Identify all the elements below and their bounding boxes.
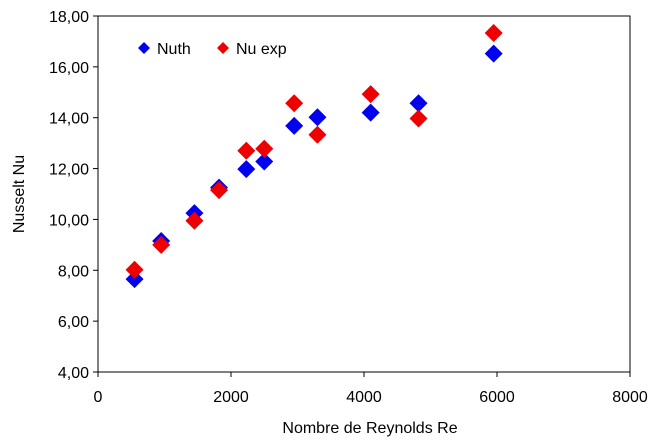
data-point xyxy=(185,211,204,230)
legend-marker xyxy=(217,42,229,54)
data-point xyxy=(237,160,256,179)
data-point xyxy=(484,44,503,63)
y-tick-label: 8,00 xyxy=(58,263,89,280)
x-tick-label: 8000 xyxy=(612,389,648,406)
data-point xyxy=(409,94,428,113)
x-axis-title: Nombre de Reynolds Re xyxy=(282,420,457,437)
legend-marker xyxy=(138,42,150,54)
legend-item: Nu exp xyxy=(217,41,287,58)
data-point xyxy=(285,94,304,113)
y-tick-label: 6,00 xyxy=(58,314,89,331)
x-tick-label: 6000 xyxy=(479,389,515,406)
legend-label: Nuth xyxy=(157,41,191,58)
series-nuth xyxy=(125,44,503,289)
y-tick-label: 12,00 xyxy=(49,162,89,179)
plot-frame xyxy=(97,15,631,373)
data-points xyxy=(125,24,503,289)
y-tick-label: 16,00 xyxy=(49,60,89,77)
y-tick-label: 10,00 xyxy=(49,212,89,229)
x-axis-ticks: 0 2000 4000 6000 8000 xyxy=(94,372,648,406)
x-tick-label: 2000 xyxy=(213,389,249,406)
data-point xyxy=(361,103,380,122)
data-point xyxy=(308,125,327,144)
x-tick-label: 4000 xyxy=(346,389,382,406)
series-nu-exp xyxy=(125,24,503,279)
y-tick-label: 18,00 xyxy=(49,9,89,26)
data-point xyxy=(125,260,144,279)
legend-item: Nuth xyxy=(138,41,191,58)
data-point xyxy=(308,108,327,127)
data-point xyxy=(255,139,274,158)
data-point xyxy=(255,152,274,171)
y-axis-title: Nusselt Nu xyxy=(11,155,28,233)
data-point xyxy=(285,116,304,135)
data-point xyxy=(484,24,503,43)
data-point xyxy=(409,109,428,128)
data-point xyxy=(125,270,144,289)
legend-label: Nu exp xyxy=(236,41,287,58)
legend: Nuth Nu exp xyxy=(138,41,287,58)
data-point xyxy=(152,235,171,254)
data-point xyxy=(210,181,229,200)
data-point xyxy=(237,141,256,160)
y-tick-label: 14,00 xyxy=(49,111,89,128)
data-point xyxy=(361,85,380,104)
plot-area xyxy=(97,15,631,373)
y-axis-ticks: 4,00 6,00 8,00 10,00 12,00 14,00 16,00 18,00 xyxy=(49,9,98,382)
x-tick-label: 0 xyxy=(94,389,103,406)
y-tick-label: 4,00 xyxy=(58,365,89,382)
